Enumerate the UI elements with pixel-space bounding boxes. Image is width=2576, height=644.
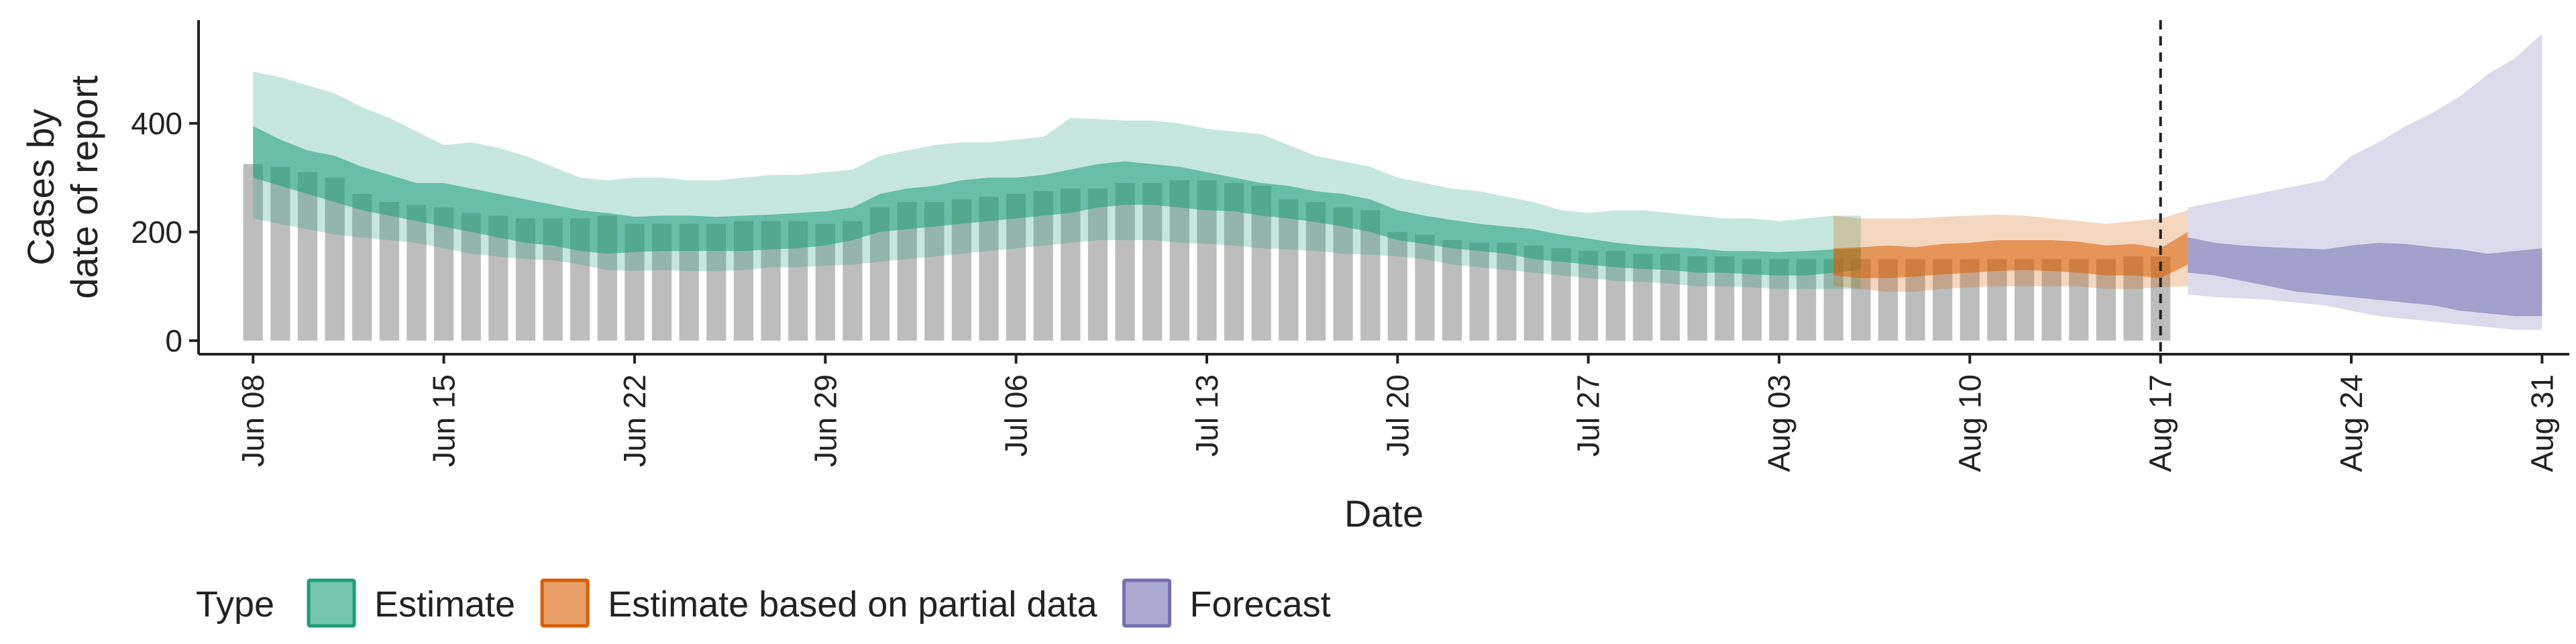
x-tick-label: Jul 20 xyxy=(1380,374,1415,457)
y-tick-label: 200 xyxy=(131,215,182,250)
x-tick-label: Jun 15 xyxy=(427,374,462,467)
legend-key-estimate xyxy=(307,578,356,628)
reported-cases-bar xyxy=(1442,239,1462,341)
y-tick-label: 400 xyxy=(131,106,182,141)
estimate-inner-band xyxy=(253,125,1861,276)
reported-cases-bar xyxy=(407,205,427,341)
reported-cases-bars xyxy=(243,164,2171,341)
reported-cases-bar xyxy=(1387,231,1407,341)
y-tick-label: 0 xyxy=(165,323,182,358)
legend-label-estimate-based-on-partial-data: Estimate based on partial data xyxy=(608,584,1097,625)
reported-cases-bar xyxy=(325,177,345,341)
x-tick-label: Aug 10 xyxy=(1952,374,1987,472)
x-tick-label: Jul 06 xyxy=(999,374,1034,457)
reported-cases-bar xyxy=(379,202,399,341)
x-tick-label: Jun 22 xyxy=(617,374,652,467)
reported-cases-bar xyxy=(1115,182,1135,341)
reported-cases-bar xyxy=(2041,259,2061,341)
reported-cases-bar xyxy=(1061,189,1081,341)
legend-label-forecast: Forecast xyxy=(1190,584,1331,625)
reported-cases-bar xyxy=(1333,207,1353,341)
reported-cases-bar xyxy=(1551,248,1571,341)
reported-cases-bar xyxy=(1523,246,1544,341)
reported-cases-bar xyxy=(1305,202,1326,341)
legend-key-forecast xyxy=(1122,578,1172,628)
reported-cases-bar xyxy=(297,172,318,341)
y-axis-title-line-2: date of report xyxy=(63,75,105,299)
estimate-bands xyxy=(253,34,2542,330)
legend-title: Type xyxy=(196,584,274,625)
reported-cases-bar xyxy=(1279,199,1299,341)
forecast-inner-band xyxy=(2188,237,2542,317)
reported-cases-bar xyxy=(433,207,454,341)
x-tick-label: Aug 24 xyxy=(2334,374,2369,472)
y-axis-title-line-1: Cases by xyxy=(19,109,62,265)
reported-cases-bar xyxy=(270,166,290,341)
reported-cases-bar xyxy=(1987,259,2007,341)
reported-cases-bar xyxy=(1415,234,1435,341)
x-tick-label: Aug 17 xyxy=(2143,374,2178,472)
reported-cases-bar xyxy=(243,164,263,341)
reported-cases-bar xyxy=(1142,182,1163,341)
x-tick-label: Jul 13 xyxy=(1189,374,1224,457)
legend-label-estimate: Estimate xyxy=(374,584,515,625)
reported-cases-bar xyxy=(1578,251,1599,341)
legend: Type Estimate Estimate based on partial d… xyxy=(196,578,1331,628)
reported-cases-bar xyxy=(1497,243,1517,341)
legend-key-estimate-based-on-partial-data xyxy=(540,578,590,628)
x-axis-title: Date xyxy=(1344,492,1424,535)
x-axis-ticks: Jun 08 Jun 15 Jun 22 Jun 29 Jul 06 Jul 13 Jul … xyxy=(235,354,2559,472)
reported-cases-bar xyxy=(352,194,372,341)
reported-cases-bar xyxy=(2014,259,2035,341)
axes xyxy=(197,20,2569,356)
x-tick-label: Aug 31 xyxy=(2524,374,2559,472)
x-tick-label: Aug 03 xyxy=(1762,374,1796,472)
estimate-based-on-partial-data-inner-band xyxy=(1833,231,2188,278)
reported-cases-bar xyxy=(1469,243,1489,341)
y-axis-ticks: 0 200 400 xyxy=(131,106,199,358)
x-tick-label: Jun 08 xyxy=(235,374,270,467)
x-tick-label: Jul 27 xyxy=(1571,374,1606,457)
reported-cases-bar xyxy=(461,213,481,341)
reported-cases-bar xyxy=(1087,189,1108,341)
x-tick-label: Jun 29 xyxy=(808,374,843,467)
